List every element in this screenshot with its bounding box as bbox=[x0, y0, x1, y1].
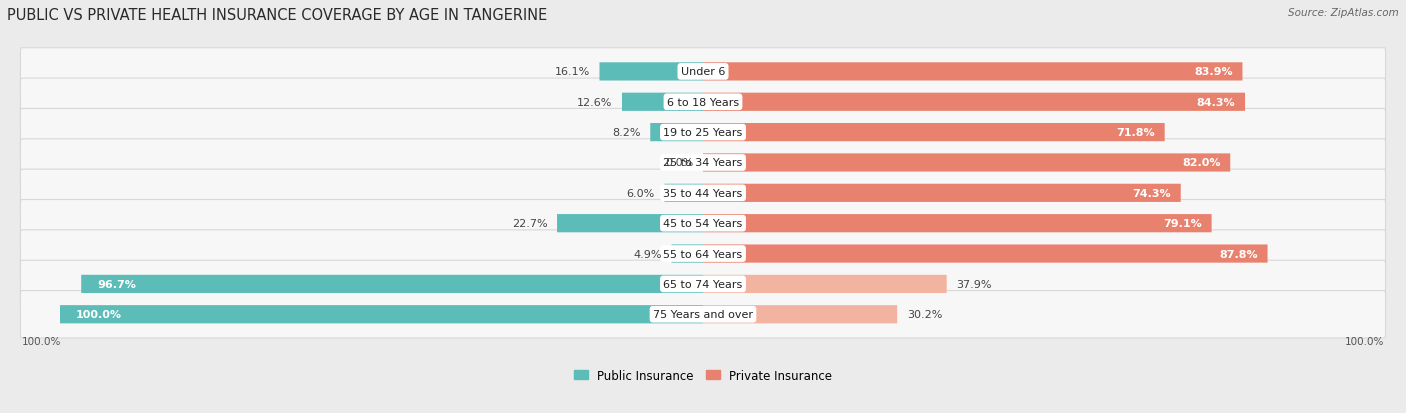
Text: 100.0%: 100.0% bbox=[21, 336, 60, 346]
FancyBboxPatch shape bbox=[703, 275, 946, 293]
FancyBboxPatch shape bbox=[21, 200, 1385, 247]
FancyBboxPatch shape bbox=[703, 124, 1164, 142]
Text: 96.7%: 96.7% bbox=[97, 279, 136, 289]
Text: 84.3%: 84.3% bbox=[1197, 97, 1236, 107]
FancyBboxPatch shape bbox=[21, 79, 1385, 126]
Text: Under 6: Under 6 bbox=[681, 67, 725, 77]
Text: 8.2%: 8.2% bbox=[612, 128, 641, 138]
Text: 71.8%: 71.8% bbox=[1116, 128, 1154, 138]
FancyBboxPatch shape bbox=[703, 306, 897, 323]
FancyBboxPatch shape bbox=[557, 215, 703, 233]
Text: 12.6%: 12.6% bbox=[576, 97, 613, 107]
Text: 6.0%: 6.0% bbox=[627, 188, 655, 198]
Text: 100.0%: 100.0% bbox=[1346, 336, 1385, 346]
Text: 25 to 34 Years: 25 to 34 Years bbox=[664, 158, 742, 168]
FancyBboxPatch shape bbox=[672, 245, 703, 263]
FancyBboxPatch shape bbox=[21, 49, 1385, 96]
Text: 16.1%: 16.1% bbox=[554, 67, 591, 77]
FancyBboxPatch shape bbox=[21, 140, 1385, 187]
Text: 19 to 25 Years: 19 to 25 Years bbox=[664, 128, 742, 138]
Legend: Public Insurance, Private Insurance: Public Insurance, Private Insurance bbox=[569, 364, 837, 387]
FancyBboxPatch shape bbox=[621, 93, 703, 112]
Text: 100.0%: 100.0% bbox=[76, 309, 122, 320]
FancyBboxPatch shape bbox=[703, 245, 1268, 263]
Text: Source: ZipAtlas.com: Source: ZipAtlas.com bbox=[1288, 8, 1399, 18]
FancyBboxPatch shape bbox=[703, 184, 1181, 202]
FancyBboxPatch shape bbox=[703, 154, 1230, 172]
FancyBboxPatch shape bbox=[703, 93, 1246, 112]
FancyBboxPatch shape bbox=[650, 124, 703, 142]
Text: 6 to 18 Years: 6 to 18 Years bbox=[666, 97, 740, 107]
FancyBboxPatch shape bbox=[82, 275, 703, 293]
FancyBboxPatch shape bbox=[21, 109, 1385, 157]
Text: 0.0%: 0.0% bbox=[665, 158, 693, 168]
Text: 35 to 44 Years: 35 to 44 Years bbox=[664, 188, 742, 198]
Text: 79.1%: 79.1% bbox=[1163, 218, 1202, 229]
Text: 87.8%: 87.8% bbox=[1219, 249, 1258, 259]
FancyBboxPatch shape bbox=[21, 261, 1385, 308]
FancyBboxPatch shape bbox=[703, 63, 1243, 81]
Text: 55 to 64 Years: 55 to 64 Years bbox=[664, 249, 742, 259]
Text: 82.0%: 82.0% bbox=[1182, 158, 1220, 168]
FancyBboxPatch shape bbox=[599, 63, 703, 81]
Text: 45 to 54 Years: 45 to 54 Years bbox=[664, 218, 742, 229]
FancyBboxPatch shape bbox=[21, 291, 1385, 338]
Text: 37.9%: 37.9% bbox=[956, 279, 991, 289]
Text: 65 to 74 Years: 65 to 74 Years bbox=[664, 279, 742, 289]
FancyBboxPatch shape bbox=[703, 215, 1212, 233]
FancyBboxPatch shape bbox=[21, 230, 1385, 278]
FancyBboxPatch shape bbox=[60, 306, 703, 323]
Text: PUBLIC VS PRIVATE HEALTH INSURANCE COVERAGE BY AGE IN TANGERINE: PUBLIC VS PRIVATE HEALTH INSURANCE COVER… bbox=[7, 8, 547, 23]
Text: 75 Years and over: 75 Years and over bbox=[652, 309, 754, 320]
FancyBboxPatch shape bbox=[21, 170, 1385, 217]
FancyBboxPatch shape bbox=[665, 184, 703, 202]
Text: 74.3%: 74.3% bbox=[1132, 188, 1171, 198]
Text: 4.9%: 4.9% bbox=[633, 249, 662, 259]
Text: 83.9%: 83.9% bbox=[1194, 67, 1233, 77]
Text: 30.2%: 30.2% bbox=[907, 309, 942, 320]
Text: 22.7%: 22.7% bbox=[512, 218, 547, 229]
